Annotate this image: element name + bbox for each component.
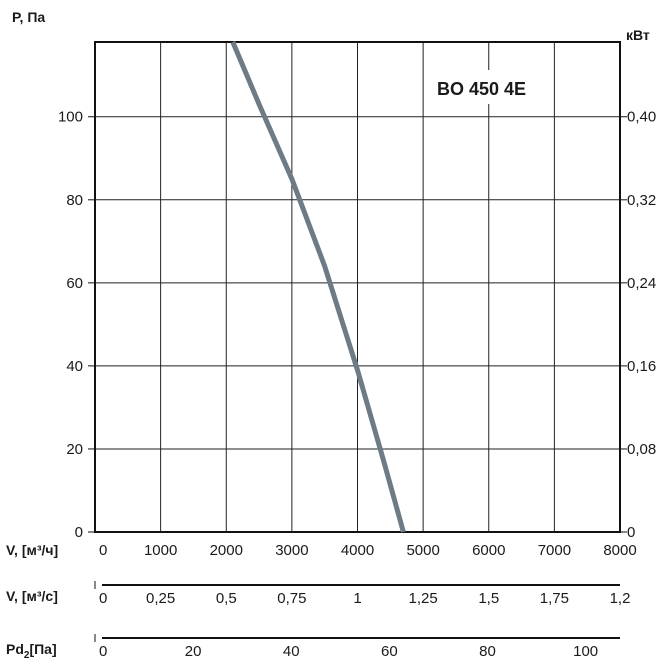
y-tick-label-right: 0,24 — [627, 275, 656, 292]
scale-tick-label: 2000 — [210, 542, 243, 559]
scale-tick-label: 1000 — [144, 542, 177, 559]
scale-tick-label: 0,75 — [277, 590, 306, 607]
title-box — [430, 70, 550, 104]
scale-tick-label: 6000 — [472, 542, 505, 559]
y-tick-label-left: 100 — [58, 109, 83, 126]
scale-tick-label: 7000 — [538, 542, 571, 559]
y-tick-label-left: 0 — [75, 524, 83, 541]
scale-tick-label: 0 — [99, 643, 107, 660]
y-tick-label-right: 0,08 — [627, 441, 656, 458]
y-tick-label-left: 80 — [66, 192, 83, 209]
scale-tick-label: 1,2 — [610, 590, 631, 607]
y-tick-label-left: 20 — [66, 441, 83, 458]
scale-tick-label: 4000 — [341, 542, 374, 559]
scale-tick-label: 40 — [283, 643, 300, 660]
plot-frame — [94, 41, 621, 533]
scale-tick-label: 0 — [99, 542, 107, 559]
y-tick-label-right: 0,40 — [627, 109, 656, 126]
scale-label: V, [м³/ч] — [6, 542, 58, 558]
y-tick-label-right: 0,16 — [627, 358, 656, 375]
series-group — [230, 41, 406, 533]
scale-tick-label: 0,25 — [146, 590, 175, 607]
grid — [95, 42, 620, 532]
scale-tick-label: 100 — [573, 643, 598, 660]
scale-tick-label: 60 — [381, 643, 398, 660]
scale-tick-label: 8000 — [603, 542, 636, 559]
y-axis-right: 0 0,08 0,16 0,24 0,32 0,40 — [620, 109, 656, 541]
scale-label: V, [м³/с] — [6, 588, 58, 604]
scale-tick-label: 1 — [353, 590, 361, 607]
scale-tick-label: 1,5 — [478, 590, 499, 607]
y-tick-label-right: 0,32 — [627, 192, 656, 209]
scale-tick-label: 1,25 — [409, 590, 438, 607]
scale-tick-label: 3000 — [275, 542, 308, 559]
y-tick-label-left: 60 — [66, 275, 83, 292]
scale-tick-label: 5000 — [406, 542, 439, 559]
chart-title: BO 450 4E — [437, 79, 526, 99]
bottom-scales: V, [м³/ч] 0 1000 2000 3000 4000 5000 6000 7000 80… — [6, 542, 637, 661]
y-axis-right-title: кВт — [626, 27, 650, 43]
y-axis-left: 0 20 40 60 80 100 — [58, 109, 95, 541]
scale-tick-label: 20 — [185, 643, 202, 660]
y-tick-label-left: 40 — [66, 358, 83, 375]
scale-tick-label: 1,75 — [540, 590, 569, 607]
scale-label: Pd2[Па] — [6, 641, 57, 661]
series-line — [230, 41, 406, 533]
scale-tick-label: 0,5 — [216, 590, 237, 607]
y-axis-left-title: P, Па — [12, 9, 45, 25]
y-tick-label-right: 0 — [627, 524, 635, 541]
scale-tick-label: 0 — [99, 590, 107, 607]
scale-tick-label: 80 — [479, 643, 496, 660]
